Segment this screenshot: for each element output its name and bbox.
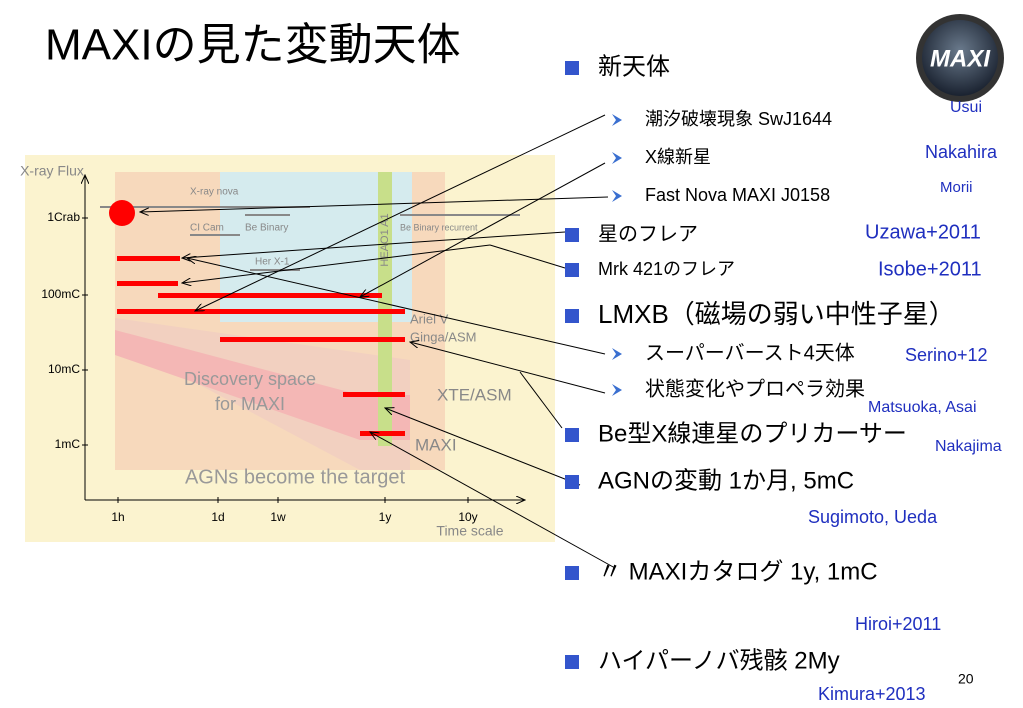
bullet-text: ハイパーノバ残骸 2My: [598, 647, 840, 674]
logo: [922, 20, 998, 96]
bullet-text: LMXB（磁場の弱い中性子星）: [598, 299, 955, 329]
author: Nakahira: [925, 142, 998, 162]
bullet-text: Be型X線連星のプリカーサー: [598, 420, 907, 447]
label: HEAO1 A1: [379, 213, 391, 266]
author: Morii: [940, 179, 973, 196]
label: for MAXI: [215, 394, 285, 414]
x-tick-label: 1d: [211, 510, 224, 524]
label: Ginga/ASM: [410, 329, 476, 344]
logo-text: MAXI: [930, 45, 991, 72]
author: Usui: [950, 99, 982, 116]
label: Ariel V: [410, 311, 449, 326]
bullet: [565, 428, 579, 442]
bullet-text: Fast Nova MAXI J0158: [645, 185, 830, 205]
label: X-ray nova: [190, 187, 239, 198]
page-number: 20: [958, 671, 974, 687]
event-bar: [117, 256, 180, 261]
arrow: [187, 258, 606, 355]
event-bar: [220, 337, 405, 342]
x-tick-label: 1h: [111, 510, 124, 524]
label: AGNs become the target: [185, 466, 406, 488]
sub-bullet: [612, 384, 622, 396]
slide-title: MAXIの見た変動天体: [45, 21, 461, 70]
event-bar: [343, 392, 405, 397]
event-bars: [109, 200, 405, 436]
y-tick-label: 1Crab: [47, 210, 80, 224]
bullet: [565, 655, 579, 669]
event-bar: [158, 293, 382, 298]
sub-bullet: [612, 190, 622, 202]
arrow: [182, 231, 566, 258]
bullet: [565, 475, 579, 489]
label: Her X-1: [255, 257, 290, 268]
author: Kimura+2013: [818, 684, 926, 704]
label: XTE/ASM: [437, 385, 512, 404]
label: Discovery space: [184, 369, 316, 389]
x-tick-label: 1y: [379, 510, 392, 524]
label: Be Binary recurrent: [400, 222, 478, 232]
arrow: [360, 162, 606, 297]
bullet: [565, 309, 579, 323]
bullet-text: スーパーバースト4天体: [645, 341, 855, 364]
arrow: [370, 432, 616, 569]
event-bar: [117, 281, 178, 286]
author: Isobe+2011: [878, 258, 982, 280]
author: Serino+12: [905, 345, 988, 365]
x-tick-label: 1w: [270, 510, 286, 524]
bullet-text: 〃 MAXIカタログ 1y, 1mC: [598, 558, 878, 585]
event-bar: [360, 431, 405, 436]
event-bar: [117, 309, 405, 314]
author: Matsuoka, Asai: [868, 399, 977, 416]
bullet-text: 潮汐破壊現象 SwJ1644: [645, 109, 832, 129]
author: Uzawa+2011: [865, 221, 981, 243]
bullet-text: Mrk 421のフレア: [598, 259, 735, 279]
region: [115, 330, 410, 440]
author: Sugimoto, Ueda: [808, 507, 938, 527]
label: CI Cam: [190, 223, 224, 234]
sub-bullet: [612, 114, 622, 126]
bullet: [565, 61, 579, 75]
bullet-text: 状態変化やプロペラ効果: [645, 377, 865, 400]
author: Hiroi+2011: [855, 614, 941, 634]
bullet-text: 新天体: [598, 53, 670, 80]
axis-label: X-ray Flux: [20, 163, 84, 179]
sub-bullet: [612, 152, 622, 164]
arrow: [385, 408, 581, 486]
arrow: [489, 244, 566, 269]
axis-label: Time scale: [436, 523, 503, 539]
arrow: [182, 244, 491, 283]
label: Be Binary: [245, 223, 288, 234]
arrow: [519, 371, 563, 429]
label: MAXI: [415, 435, 457, 454]
y-tick-label: 10mC: [48, 362, 80, 376]
arrow: [140, 196, 609, 212]
bullet-text: AGNの変動 1か月, 5mC: [598, 467, 854, 494]
bullet: [565, 228, 579, 242]
arrow: [195, 114, 606, 311]
arrow: [410, 342, 606, 394]
event-dot: [109, 200, 135, 226]
bullet-text: 星のフレア: [598, 223, 698, 245]
x-tick-label: 10y: [458, 510, 477, 524]
author: Nakajima: [935, 438, 1002, 455]
arrows: [140, 114, 616, 569]
sub-bullet: [612, 348, 622, 360]
bullet: [565, 566, 579, 580]
bullet: [565, 263, 579, 277]
y-tick-label: 1mC: [55, 437, 81, 451]
bullet-text: X線新星: [645, 147, 711, 167]
y-tick-label: 100mC: [41, 287, 80, 301]
